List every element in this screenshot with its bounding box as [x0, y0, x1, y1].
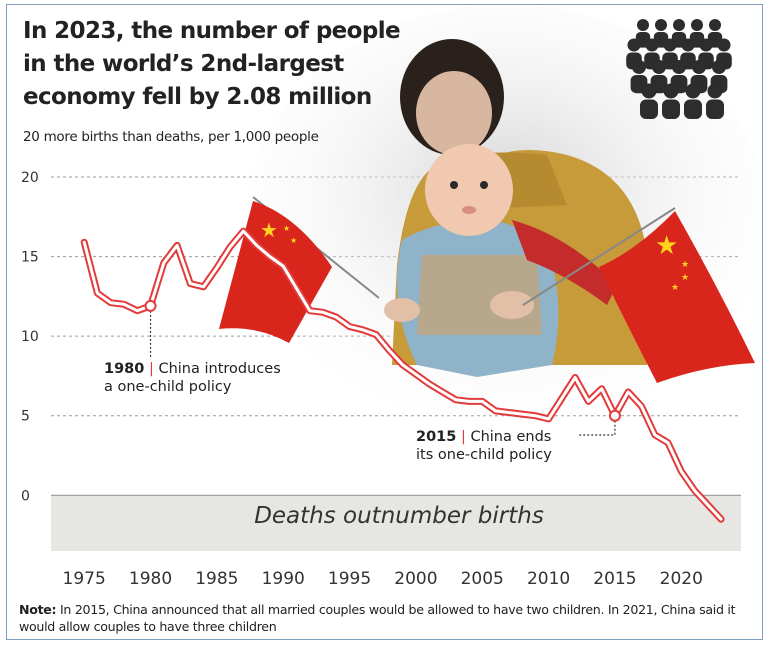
- negative-region-label: Deaths outnumber births: [254, 503, 544, 529]
- y-tick-label: 5: [21, 409, 30, 425]
- annotation-2015-marker: [608, 409, 621, 422]
- x-tick-label: 2020: [660, 569, 703, 589]
- svg-text:★: ★: [681, 272, 689, 282]
- annotation-1980-marker: [144, 299, 157, 312]
- chart-canvas: Deaths outnumber births 0 5 10 15 20 1975 198…: [21, 5, 762, 589]
- x-tick-label: 2005: [461, 569, 504, 589]
- x-tick-label: 2015: [593, 569, 636, 589]
- x-tick-label: 1985: [195, 569, 238, 589]
- x-tick-label: 2000: [394, 569, 437, 589]
- annotation-1980-line1: 1980 | China introduces: [104, 361, 281, 377]
- footnote-text: In 2015, China announced that all marrie…: [19, 602, 736, 634]
- x-tick-label: 1990: [262, 569, 305, 589]
- y-tick-label: 15: [21, 250, 39, 266]
- annotation-2015-line1: 2015 | China ends: [416, 429, 551, 445]
- chart-subtitle: 20 more births than deaths, per 1,000 pe…: [23, 129, 319, 145]
- x-tick-label: 1995: [328, 569, 371, 589]
- footnote: Note: In 2015, China announced that all …: [19, 601, 759, 635]
- svg-text:★: ★: [290, 236, 297, 245]
- x-tick-label: 1980: [129, 569, 172, 589]
- annotation-2015-line2: its one-child policy: [416, 447, 552, 463]
- svg-text:★: ★: [260, 220, 278, 242]
- y-tick-label: 20: [21, 170, 39, 186]
- x-tick-label: 1975: [63, 569, 106, 589]
- x-tick-labels: 1975 1980 1985 1990 1995 2000 2005 2010 2015 2020: [63, 569, 703, 589]
- y-tick-label: 0: [21, 488, 30, 504]
- svg-text:★: ★: [671, 282, 679, 292]
- chart-frame: Deaths outnumber births 0 5 10 15 20 1975 198…: [6, 4, 763, 640]
- chart-title: In 2023, the number of people in the wor…: [23, 18, 401, 110]
- annotation-2015-leader: [579, 420, 616, 436]
- y-tick-labels: 0 5 10 15 20: [21, 170, 39, 504]
- annotation-2015: 2015 | China ends its one-child policy: [416, 409, 621, 463]
- y-tick-label: 10: [21, 329, 39, 345]
- svg-text:★: ★: [655, 230, 678, 260]
- x-tick-label: 2010: [527, 569, 570, 589]
- footnote-label: Note:: [19, 602, 57, 617]
- svg-text:★: ★: [283, 224, 290, 233]
- negative-region-band: [51, 495, 741, 551]
- mother-and-baby-with-flags-photo: ★ ★ ★ ★ ★ ★ ★: [219, 5, 762, 425]
- annotation-1980: 1980 | China introduces a one-child poli…: [104, 299, 281, 395]
- svg-text:★: ★: [681, 259, 689, 269]
- crowd-icon: [626, 19, 732, 119]
- annotation-1980-line2: a one-child policy: [104, 379, 232, 395]
